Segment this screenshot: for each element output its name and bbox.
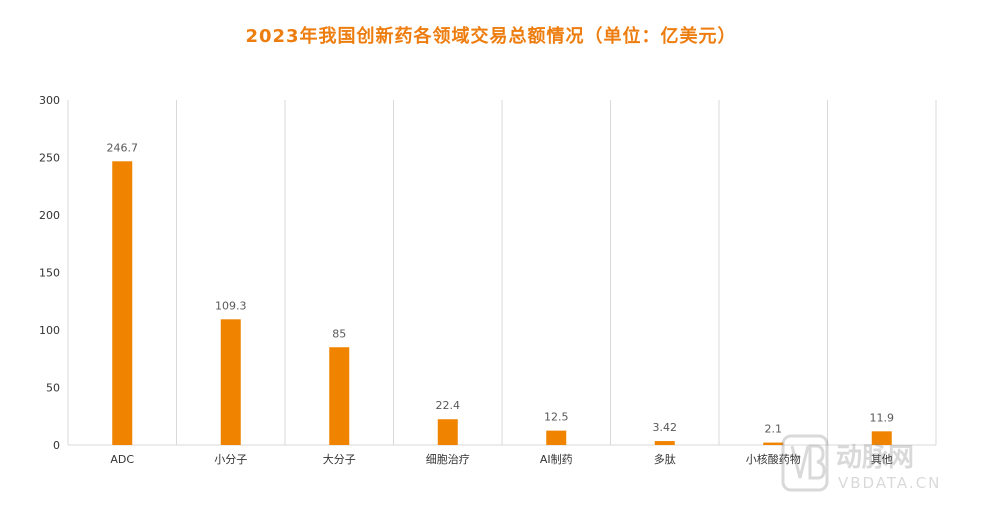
data-label: 2.1 <box>765 423 783 436</box>
labels: 246.7 ADC 109.3 小分子 85 大分子 22.4 细胞治疗 12.5 AI制药 3.4… <box>107 141 895 466</box>
bar <box>763 442 784 445</box>
bar <box>112 161 133 446</box>
data-label: 3.42 <box>653 421 678 434</box>
y-tick-label: 100 <box>39 324 60 337</box>
axes: 0 50 100 150 200 250 300 <box>39 94 936 452</box>
data-label: 109.3 <box>215 299 247 312</box>
y-tick-label: 0 <box>53 439 60 452</box>
y-tick-label: 250 <box>39 152 60 165</box>
y-tick-label: 50 <box>46 382 60 395</box>
data-label: 22.4 <box>436 399 461 412</box>
y-tick-label: 200 <box>39 209 60 222</box>
bar <box>654 441 675 445</box>
category-label: 小核酸药物 <box>746 452 801 466</box>
bar <box>437 419 458 445</box>
category-label: 细胞治疗 <box>426 452 470 466</box>
data-label: 12.5 <box>544 411 569 424</box>
category-label: 大分子 <box>323 452 356 466</box>
bar <box>546 430 567 445</box>
bar <box>220 319 241 445</box>
bar <box>871 431 892 445</box>
vbdata-watermark: 动脉网 VBDATA.CN <box>781 434 941 492</box>
category-label: 小分子 <box>214 453 247 466</box>
data-label: 11.9 <box>870 411 895 424</box>
category-label: AI制药 <box>540 453 573 466</box>
y-tick-label: 150 <box>39 267 60 280</box>
chart-title: 2023年我国创新药各领域交易总额情况（单位：亿美元） <box>245 26 737 47</box>
category-label: ADC <box>110 453 134 466</box>
watermark-brand: 动脉网 <box>836 443 914 473</box>
bar <box>329 347 350 445</box>
category-label: 其他 <box>871 453 893 466</box>
data-label: 85 <box>332 327 346 340</box>
category-label: 多肽 <box>654 452 676 466</box>
y-tick-label: 300 <box>39 94 60 107</box>
data-label: 246.7 <box>107 141 139 154</box>
vb-logo-icon <box>781 434 829 492</box>
watermark-site: VBDATA.CN <box>838 474 941 492</box>
bars <box>112 161 892 446</box>
grid-lines <box>67 100 937 445</box>
